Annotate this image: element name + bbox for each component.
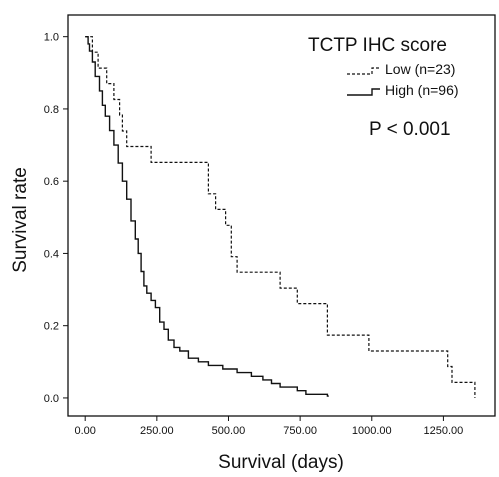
series-layer [85, 36, 476, 398]
x-axis-title: Survival (days) [218, 452, 344, 473]
x-tick-label: 500.00 [212, 425, 246, 437]
legend-swatch-high [347, 88, 380, 96]
x-tick-label: 750.00 [283, 425, 317, 437]
legend-label-high: High (n=96) [385, 82, 459, 98]
legend-label-low: Low (n=23) [385, 61, 455, 77]
series-low-line [85, 36, 476, 398]
y-tick-label: 0.4 [44, 248, 59, 260]
y-tick-label: 0.0 [44, 393, 59, 405]
series-high-line [85, 36, 329, 397]
legend-swatch-low [347, 67, 380, 75]
x-tick-label: 250.00 [140, 425, 174, 437]
x-axis: 0.00 250.00 500.00 750.00 1000.00 1250.00 [74, 416, 463, 437]
x-tick-label: 1000.00 [352, 425, 392, 437]
plot-frame [67, 14, 496, 417]
p-value-annotation: P < 0.001 [369, 119, 451, 140]
y-axis-title: Survival rate [10, 167, 31, 273]
legend: TCTP IHC score Low (n=23) High (n=96) [308, 35, 459, 98]
y-tick-label: 0.2 [44, 321, 59, 333]
y-axis: 0.0 0.2 0.4 0.6 0.8 1.0 [44, 32, 68, 405]
legend-title: TCTP IHC score [308, 35, 447, 56]
x-tick-label: 1250.00 [424, 425, 464, 437]
y-tick-label: 0.8 [44, 104, 59, 116]
y-tick-label: 1.0 [44, 32, 59, 44]
x-tick-label: 0.00 [74, 425, 95, 437]
y-tick-label: 0.6 [44, 176, 59, 188]
